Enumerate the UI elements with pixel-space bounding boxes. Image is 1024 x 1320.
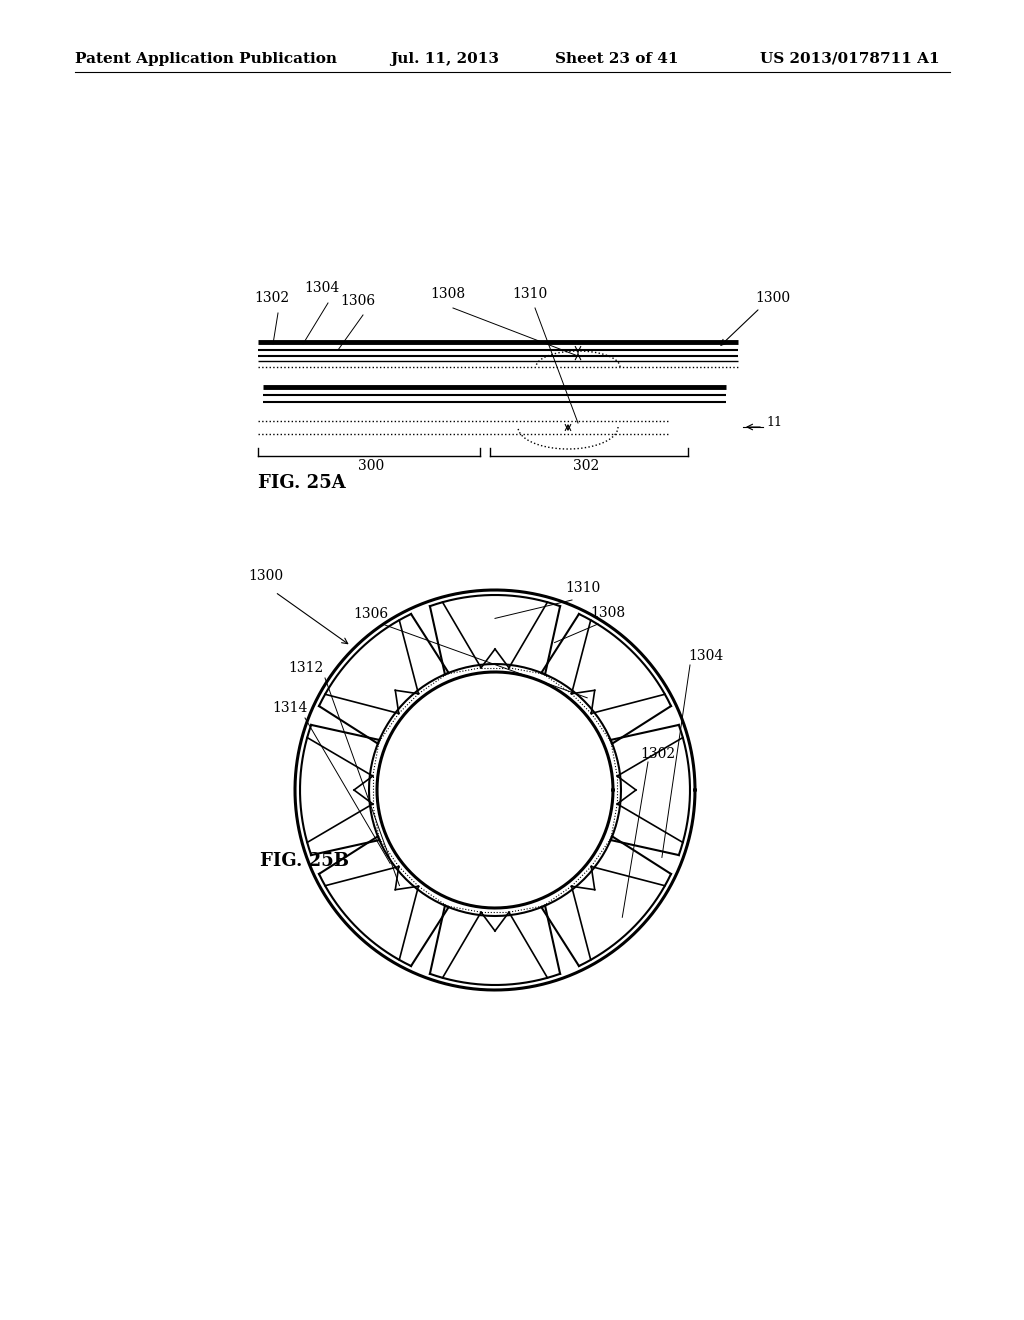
Text: 11: 11 (766, 417, 782, 429)
Text: Sheet 23 of 41: Sheet 23 of 41 (555, 51, 679, 66)
Text: 1314: 1314 (272, 701, 307, 715)
Text: 1310: 1310 (565, 581, 600, 595)
Text: FIG. 25A: FIG. 25A (258, 474, 346, 492)
Text: Patent Application Publication: Patent Application Publication (75, 51, 337, 66)
Text: 302: 302 (573, 459, 600, 473)
Text: 1306: 1306 (340, 294, 376, 308)
Text: 1308: 1308 (590, 606, 625, 620)
Text: 1302: 1302 (640, 747, 675, 762)
Text: 1310: 1310 (512, 286, 548, 301)
Text: 300: 300 (358, 459, 385, 473)
Text: US 2013/0178711 A1: US 2013/0178711 A1 (760, 51, 940, 66)
Text: 1304: 1304 (688, 649, 723, 663)
Text: 1300: 1300 (755, 290, 791, 305)
Text: 1306: 1306 (353, 607, 388, 620)
Text: FIG. 25B: FIG. 25B (260, 851, 349, 870)
Text: 1308: 1308 (430, 286, 466, 301)
Text: 1302: 1302 (254, 290, 290, 305)
Text: 1312: 1312 (288, 661, 324, 675)
Text: Jul. 11, 2013: Jul. 11, 2013 (390, 51, 499, 66)
Text: 1304: 1304 (304, 281, 340, 294)
Text: 1300: 1300 (248, 569, 283, 583)
